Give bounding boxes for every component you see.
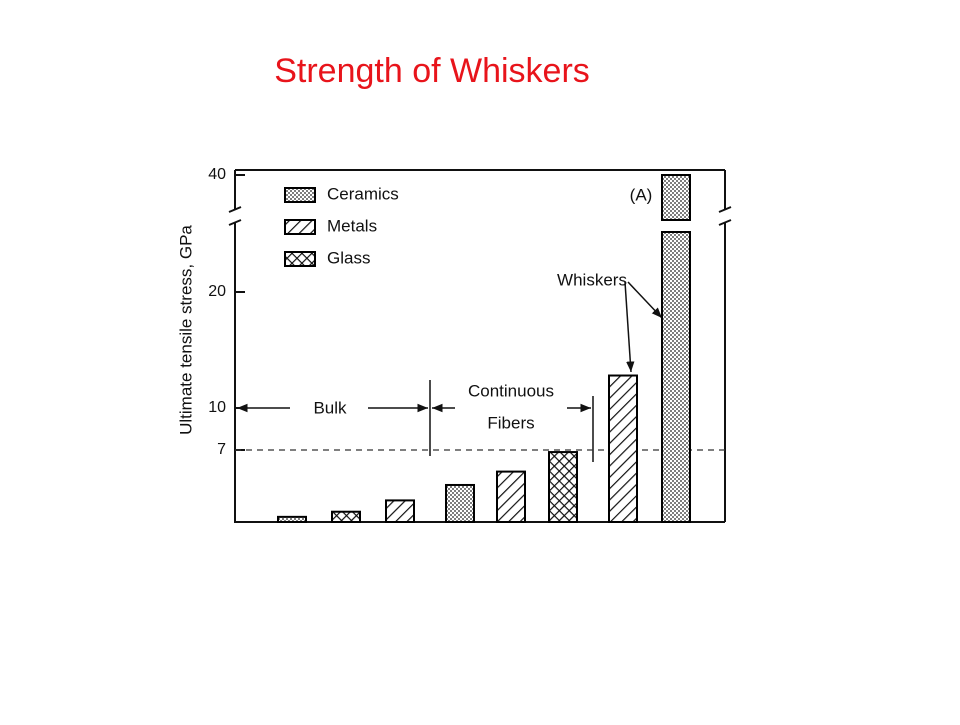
legend-swatch [284, 187, 316, 203]
y-tick-label: 40 [208, 166, 226, 183]
bar [496, 470, 526, 524]
bar-part [661, 174, 691, 221]
legend-label: Ceramics [327, 184, 399, 203]
frame [228, 169, 732, 523]
legend-swatch [284, 251, 316, 267]
bar [277, 515, 307, 523]
bar [608, 374, 638, 523]
bar [445, 483, 475, 524]
legend-label: Metals [327, 216, 377, 235]
annotation: Fibers [487, 413, 534, 432]
slide-title: Strength of Whiskers [274, 52, 590, 90]
annotation: Bulk [313, 398, 347, 417]
y-axis-label: Ultimate tensile stress, GPa [176, 225, 195, 435]
annotation: Continuous [468, 381, 554, 400]
legend-swatch [284, 219, 316, 235]
bar-part [661, 231, 691, 523]
bar [331, 510, 361, 524]
y-tick-label: 10 [208, 399, 226, 416]
y-tick-label: 7 [217, 441, 226, 458]
bar [661, 174, 691, 523]
y-tick-label: 20 [208, 283, 226, 300]
annotation: Whiskers [557, 270, 627, 289]
bar [385, 499, 415, 523]
annotation-arrows [237, 281, 663, 462]
annotation: (A) [630, 185, 653, 204]
legend-label: Glass [327, 248, 370, 267]
bar [548, 451, 578, 523]
